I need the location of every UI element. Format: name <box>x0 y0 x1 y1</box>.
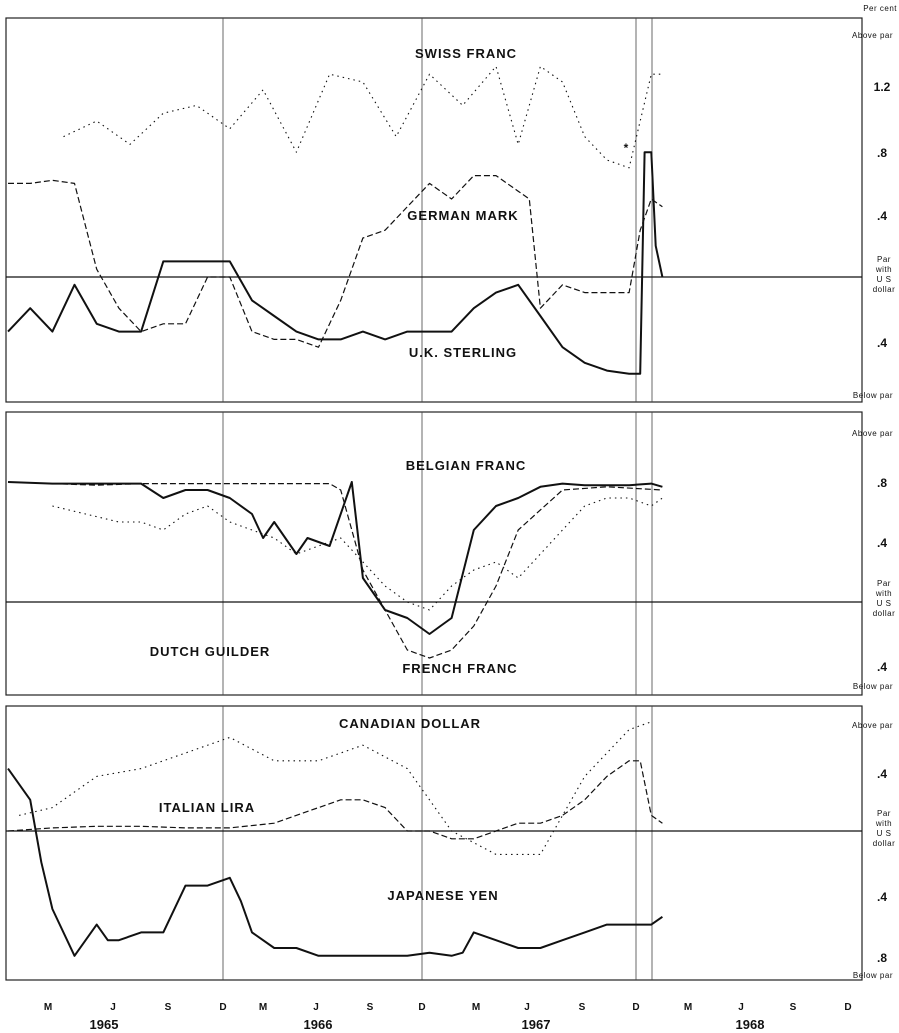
above-par-label: Above par <box>852 429 893 438</box>
series-line-dutch-guilder <box>52 497 663 611</box>
series-label: DUTCH GUILDER <box>150 644 271 659</box>
x-month-label: J <box>524 1002 530 1013</box>
x-month-label: M <box>259 1002 267 1013</box>
y-tick-label: .8 <box>877 951 887 965</box>
above-par-label: Above par <box>852 31 893 40</box>
panel-frame <box>5 17 863 403</box>
par-label: Par <box>877 255 891 264</box>
y-tick-label: .4 <box>877 660 887 674</box>
series-line-german-mark <box>8 175 663 348</box>
series-label: GERMAN MARK <box>407 208 518 223</box>
par-label: U S <box>877 599 892 608</box>
x-month-label: S <box>790 1002 797 1013</box>
below-par-label: Below par <box>853 971 893 980</box>
par-label: dollar <box>873 285 896 294</box>
par-label: with <box>875 589 892 598</box>
series-line-u-k-sterling <box>7 151 664 375</box>
series-line-japanese-yen <box>7 768 663 957</box>
above-par-label: Above par <box>852 721 893 730</box>
x-month-label: J <box>110 1002 116 1013</box>
series-label: JAPANESE YEN <box>387 888 498 903</box>
series-line-swiss-franc <box>63 65 663 169</box>
x-month-label: D <box>418 1002 425 1013</box>
below-par-label: Below par <box>853 391 893 400</box>
par-label: U S <box>877 829 892 838</box>
par-label: Par <box>877 809 891 818</box>
y-tick-label: .4 <box>877 536 887 550</box>
y-tick-label: .4 <box>877 336 887 350</box>
series-label: FRENCH FRANC <box>402 661 517 676</box>
series-label: BELGIAN FRANC <box>406 458 527 473</box>
below-par-label: Below par <box>853 682 893 691</box>
x-month-label: M <box>472 1002 480 1013</box>
par-label: Par <box>877 579 891 588</box>
par-label: dollar <box>873 839 896 848</box>
x-month-label: D <box>632 1002 639 1013</box>
x-month-label: D <box>219 1002 226 1013</box>
x-month-label: M <box>684 1002 692 1013</box>
panel-frame <box>5 705 863 981</box>
x-month-label: S <box>165 1002 172 1013</box>
x-month-label: M <box>44 1002 52 1013</box>
series-label: CANADIAN DOLLAR <box>339 716 481 731</box>
par-label: with <box>875 819 892 828</box>
x-month-label: J <box>313 1002 319 1013</box>
x-month-label: S <box>367 1002 374 1013</box>
y-tick-label: .4 <box>877 209 887 223</box>
series-label: U.K. STERLING <box>409 345 517 360</box>
par-label: U S <box>877 275 892 284</box>
panel-frame <box>5 411 863 696</box>
x-month-label: S <box>579 1002 586 1013</box>
x-year-label: 1967 <box>522 1017 551 1032</box>
y-tick-label: 1.2 <box>874 80 891 94</box>
par-label: with <box>875 265 892 274</box>
y-tick-label: .4 <box>877 890 887 904</box>
series-label: ITALIAN LIRA <box>159 800 255 815</box>
y-tick-label: .8 <box>877 146 887 160</box>
series-line-italian-lira <box>7 760 663 840</box>
series-label: SWISS FRANC <box>415 46 517 61</box>
series-line-belgian-franc <box>7 481 663 659</box>
y-tick-label: .4 <box>877 767 887 781</box>
x-year-label: 1968 <box>736 1017 765 1032</box>
x-year-label: 1966 <box>304 1017 333 1032</box>
unit-label: Per cent <box>863 4 897 13</box>
x-year-label: 1965 <box>90 1017 119 1032</box>
x-month-label: J <box>738 1002 744 1013</box>
par-label: dollar <box>873 609 896 618</box>
x-month-label: D <box>844 1002 851 1013</box>
y-tick-label: .8 <box>877 476 887 490</box>
series-line-canadian-dollar <box>18 721 652 855</box>
series-line-french-franc <box>7 481 663 635</box>
annotation-asterisk: * <box>624 141 629 155</box>
